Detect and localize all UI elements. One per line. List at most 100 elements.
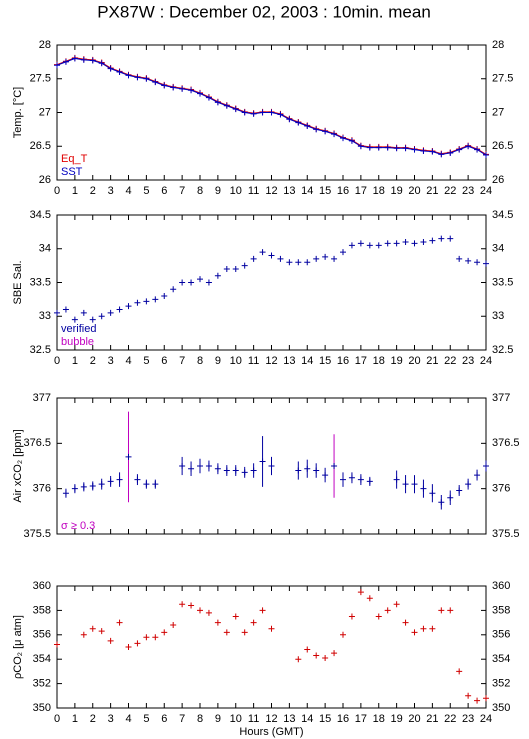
x-tick-label: 1 [72,185,78,197]
data-point [438,235,445,242]
data-point [313,652,320,659]
data-point [366,478,373,485]
data-point [152,79,159,86]
legend-label: SST [61,166,83,178]
x-tick-label: 17 [355,185,367,197]
y-tick-label: 375.5 [23,528,51,540]
x-tick-label: 13 [283,355,295,367]
y-axis-label: Temp. [°C] [12,87,24,138]
y-tick-label: 350 [492,702,510,714]
data-point [179,601,186,608]
data-point [241,262,248,269]
x-tick-label: 13 [283,185,295,197]
x-tick-label: 2 [90,355,96,367]
x-tick-label: 7 [179,713,185,725]
data-point [116,619,123,626]
data-point [250,110,257,117]
data-point [188,279,195,286]
x-tick-label: 21 [426,185,438,197]
data-point [483,260,489,267]
y-tick-label: 356 [492,629,510,641]
y-tick-label: 376.5 [492,437,520,449]
data-point [89,57,96,64]
data-point [483,695,489,702]
data-point [313,467,320,474]
x-tick-label: 19 [391,713,403,725]
y-tick-label: 34 [39,243,51,255]
data-point [232,266,239,272]
data-point [331,131,338,138]
x-tick-label: 14 [301,355,313,367]
data-point [188,87,195,94]
legend-label: σ ≥ 0.3 [61,520,95,532]
data-point [429,490,436,497]
x-tick-label: 13 [283,713,295,725]
data-point [348,242,355,249]
data-point [152,481,159,488]
x-tick-label: 17 [355,355,367,367]
x-tick-label: 15 [319,713,331,725]
data-point [420,485,427,492]
data-point [340,476,346,483]
data-point [474,697,481,704]
x-tick-label: 9 [215,713,221,725]
data-point [161,293,168,299]
x-tick-label: 4 [125,355,131,367]
y-tick-label: 26 [39,174,51,186]
data-point [241,469,248,476]
data-point [54,309,60,316]
data-point [393,145,400,152]
data-point [80,309,87,316]
data-point [366,144,373,151]
x-tick-label: 16 [337,713,349,725]
data-point [465,143,472,150]
data-point [313,126,320,133]
x-tick-label: 9 [215,355,221,367]
data-point [420,239,427,245]
data-point [402,619,409,626]
x-tick-label: 18 [373,185,385,197]
x-tick-label: 3 [108,355,114,367]
data-point [179,279,186,286]
y-tick-label: 358 [492,604,510,616]
x-tick-label: 10 [230,185,242,197]
data-point [89,625,96,632]
y-tick-label: 354 [492,653,510,665]
x-tick-label: 15 [319,185,331,197]
x-tick-label: 16 [337,185,349,197]
data-point [80,483,87,490]
x-tick-label: 21 [426,713,438,725]
data-point [143,298,150,305]
x-tick-label: 7 [179,355,185,367]
data-point [393,476,400,483]
x-tick-label: 11 [248,713,259,725]
data-point [205,94,212,101]
data-point [402,481,409,488]
y-tick-label: 27 [492,106,504,118]
x-tick-label: 19 [391,185,403,197]
x-tick-label: 6 [161,713,167,725]
y-tick-label: 377 [492,392,510,404]
x-tick-label: 23 [462,355,474,367]
data-point [295,656,302,663]
data-point [259,249,266,256]
x-tick-label: 20 [408,713,420,725]
data-point [375,144,382,151]
data-point [223,266,230,272]
x-tick-label: 20 [408,355,420,367]
data-point [465,692,472,699]
data-point [125,453,132,460]
data-point [107,478,114,485]
y-axis-label: ρCO₂ [μ atm] [12,615,24,679]
x-tick-label: 6 [161,185,167,197]
data-point [197,607,203,614]
x-tick-label: 4 [125,185,131,197]
data-point [107,637,114,644]
data-point [152,296,159,303]
data-point [348,474,355,481]
data-point [322,128,329,135]
data-point [80,631,87,638]
data-point [357,589,364,596]
x-tick-label: 10 [230,355,242,367]
data-point [232,613,239,620]
